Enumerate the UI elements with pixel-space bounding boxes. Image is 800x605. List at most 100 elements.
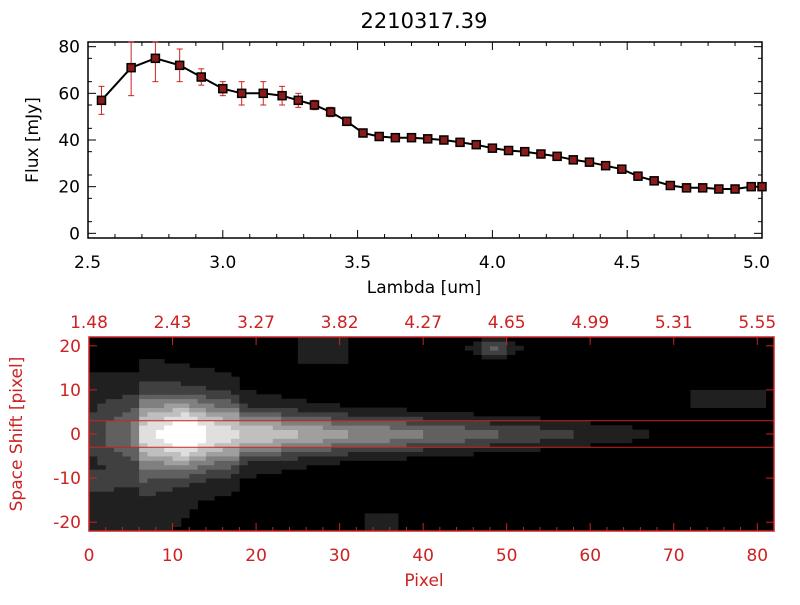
image-pixel — [130, 442, 140, 448]
image-pixel — [155, 495, 165, 501]
image-pixel — [448, 425, 457, 430]
image-pixel — [89, 469, 98, 475]
image-pixel — [147, 376, 157, 382]
image-y-tick-label: -20 — [53, 513, 81, 533]
image-pixel — [155, 367, 165, 373]
image-pixel — [89, 398, 98, 404]
image-pixel — [581, 425, 591, 430]
image-pixel — [214, 376, 224, 382]
image-pixel — [122, 403, 132, 408]
image-pixel — [155, 478, 165, 483]
image-pixel — [289, 407, 299, 413]
image-pixel — [247, 429, 257, 435]
data-point — [258, 88, 268, 99]
image-top-tick-label: 4.99 — [571, 313, 609, 333]
image-pixel — [122, 508, 132, 514]
image-pixel — [322, 438, 332, 444]
image-pixel — [314, 442, 324, 448]
image-pixel — [389, 442, 399, 448]
image-pixel — [389, 447, 399, 453]
image-pixel — [515, 438, 524, 444]
data-point — [584, 157, 595, 167]
image-pixel — [331, 350, 341, 356]
image-pixel — [164, 411, 173, 417]
image-pixel — [97, 464, 107, 470]
image-pixel — [757, 403, 767, 408]
image-pixel — [231, 451, 240, 457]
image-pixel — [423, 438, 432, 444]
image-pixel — [139, 363, 148, 369]
image-pixel — [164, 504, 173, 510]
image-pixel — [297, 345, 307, 351]
image-pixel — [189, 434, 198, 439]
image-pixel — [105, 469, 115, 475]
image-pixel — [347, 434, 357, 439]
image-pixel — [373, 451, 382, 457]
image-pixel — [473, 442, 483, 448]
image-pixel — [506, 420, 516, 426]
image-pixel — [114, 460, 123, 466]
image-pixel — [289, 451, 299, 457]
image-pixel — [247, 416, 257, 422]
image-pixel — [122, 482, 132, 488]
image-pixel — [139, 416, 148, 422]
image-pixel — [339, 359, 349, 364]
image-pixel — [97, 411, 107, 417]
image-pixel — [406, 425, 416, 430]
image-pixel — [306, 425, 315, 430]
image-pixel — [114, 478, 123, 483]
image-pixel — [105, 460, 115, 466]
image-pixel — [130, 526, 140, 532]
image-pixel — [130, 478, 140, 483]
image-pixel — [222, 372, 232, 378]
image-pixel — [247, 407, 257, 413]
image-pixel — [147, 517, 157, 523]
image-pixel — [381, 429, 391, 435]
image-pixel — [548, 438, 558, 444]
image-pixel — [506, 416, 516, 422]
image-pixel — [130, 425, 140, 430]
image-pixel — [172, 500, 182, 505]
image-pixel — [222, 473, 232, 479]
image-pixel — [506, 447, 516, 453]
image-y-tick-label: -10 — [53, 469, 81, 489]
image-pixel — [231, 469, 240, 475]
image-pixel — [473, 345, 483, 351]
image-pixel — [189, 491, 198, 497]
image-pixel — [205, 460, 215, 466]
image-pixel — [423, 442, 432, 448]
image-pixel — [239, 451, 249, 457]
image-pixel — [89, 376, 98, 382]
image-pixel — [565, 425, 574, 430]
image-pixel — [222, 491, 232, 497]
image-pixel — [481, 341, 491, 347]
image-pixel — [239, 407, 249, 413]
image-pixel — [214, 464, 224, 470]
image-pixel — [339, 451, 349, 457]
image-pixel — [356, 416, 366, 422]
image-pixel — [281, 407, 290, 413]
image-pixel — [197, 438, 207, 444]
image-pixel — [122, 478, 132, 483]
image-pixel — [306, 429, 315, 435]
image-pixel — [105, 411, 115, 417]
image-pixel — [164, 526, 173, 532]
image-pixel — [247, 473, 257, 479]
image-pixel — [114, 403, 123, 408]
image-pixel — [105, 526, 115, 532]
image-pixel — [114, 451, 123, 457]
image-pixel — [122, 504, 132, 510]
image-pixel — [289, 429, 299, 435]
image-pixel — [339, 416, 349, 422]
data-point — [374, 131, 384, 142]
image-pixel — [197, 491, 207, 497]
image-pixel — [114, 513, 123, 519]
image-pixel — [122, 513, 132, 519]
image-pixel — [130, 517, 140, 523]
image-pixel — [297, 341, 307, 347]
image-pixel — [406, 451, 416, 457]
image-pixel — [105, 434, 115, 439]
image-pixel — [347, 420, 357, 426]
image-pixel — [398, 438, 407, 444]
image-x-tick-label: 60 — [579, 546, 601, 566]
